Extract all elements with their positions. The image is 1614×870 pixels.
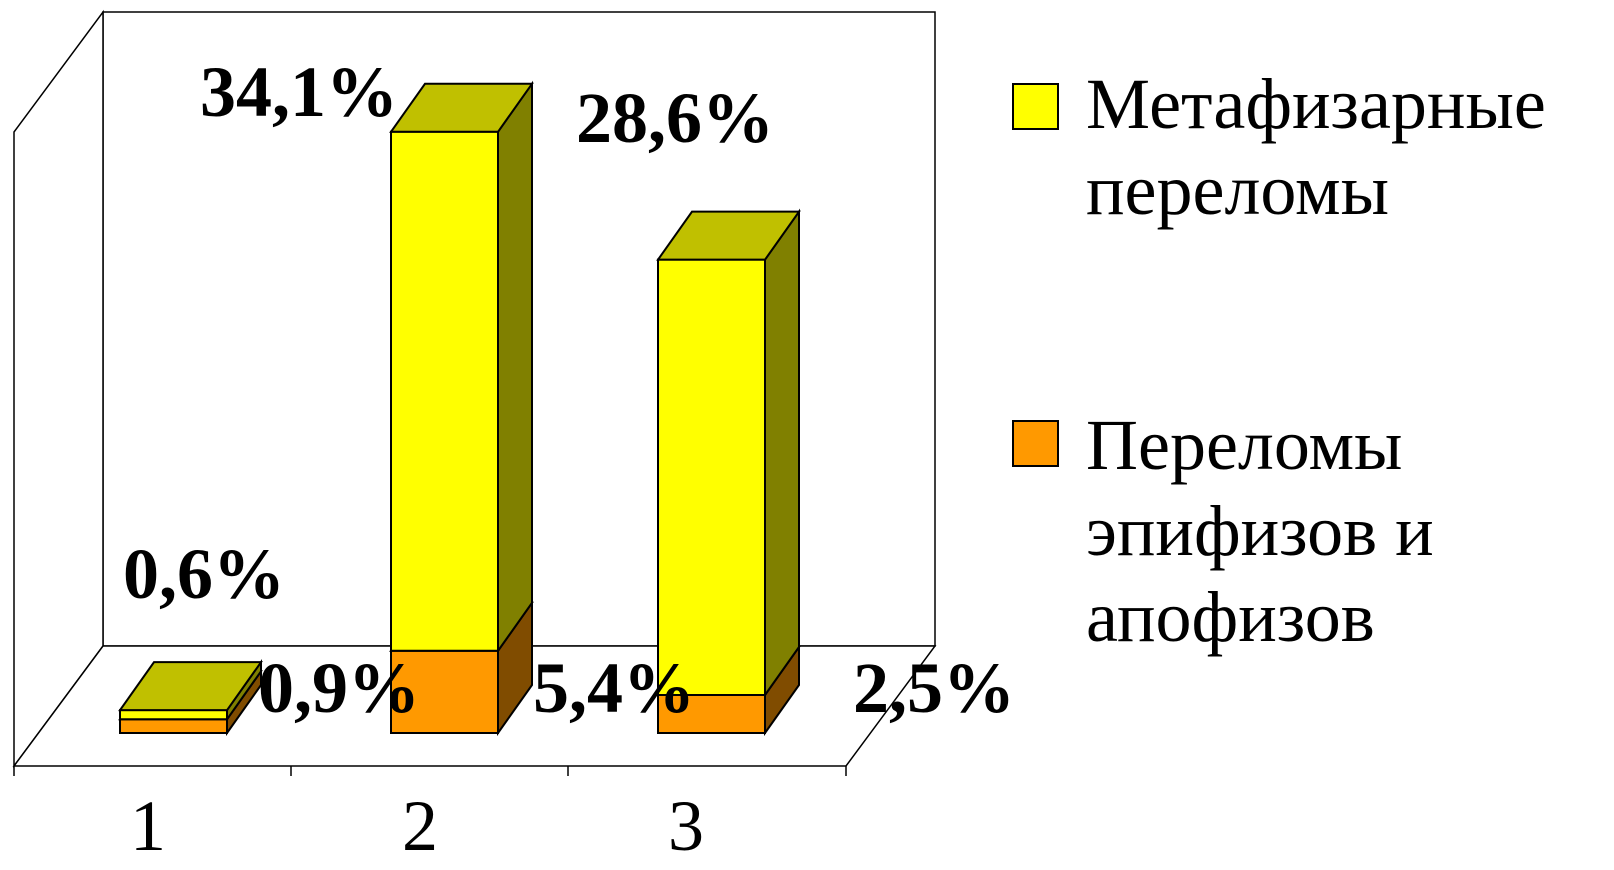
legend: Метафизарные переломы Переломы эпифизов и ап…	[1012, 64, 1546, 657]
value-label: 2,5%	[853, 648, 1015, 728]
legend-label: Метафизарные переломы	[1086, 64, 1546, 230]
value-label: 0,6%	[123, 534, 285, 614]
x-tick-label: 1	[130, 786, 166, 866]
legend-swatch	[1012, 420, 1059, 467]
bar-segment-metaphysis-1	[118, 659, 263, 723]
value-label: 5,4%	[533, 648, 695, 728]
legend-swatch	[1012, 83, 1059, 130]
bar-top-face	[118, 661, 263, 712]
bar-top-face	[656, 210, 801, 261]
value-label: 34,1%	[200, 52, 398, 132]
bar-side-face	[497, 80, 533, 654]
legend-entry: Переломы эпифизов и апофизов	[1012, 405, 1434, 657]
x-tick-label: 2	[402, 786, 438, 866]
bars-layer	[118, 80, 801, 737]
legend-label: Переломы эпифизов и апофизов	[1086, 405, 1434, 657]
legend-entry: Метафизарные переломы	[1012, 64, 1546, 230]
value-label: 28,6%	[576, 78, 774, 158]
value-labels-layer: 0,9% 5,4% 2,5% 0,6% 34,1% 28,6%	[123, 52, 1015, 728]
bar-top-face	[389, 82, 534, 133]
x-tick-labels-layer: 1 2 3	[130, 786, 704, 866]
bar-front-face	[119, 718, 228, 734]
bar-segment-metaphysis-3	[656, 208, 801, 699]
left-wall	[13, 9, 104, 769]
legend-label-line: Метафизарные	[1086, 64, 1546, 144]
bar-side-face	[764, 208, 800, 699]
legend-label-line: переломы	[1086, 150, 1389, 230]
x-tick-label: 3	[668, 786, 704, 866]
bar-front-face	[657, 258, 766, 696]
bar-front-face	[119, 709, 228, 721]
legend-label-line: апофизов	[1086, 577, 1375, 657]
legend-label-line: эпифизов и	[1086, 491, 1434, 571]
bar-segment-metaphysis-2	[389, 80, 534, 654]
legend-label-line: Переломы	[1086, 405, 1402, 485]
value-label: 0,9%	[258, 648, 420, 728]
bar-front-face	[390, 130, 499, 652]
